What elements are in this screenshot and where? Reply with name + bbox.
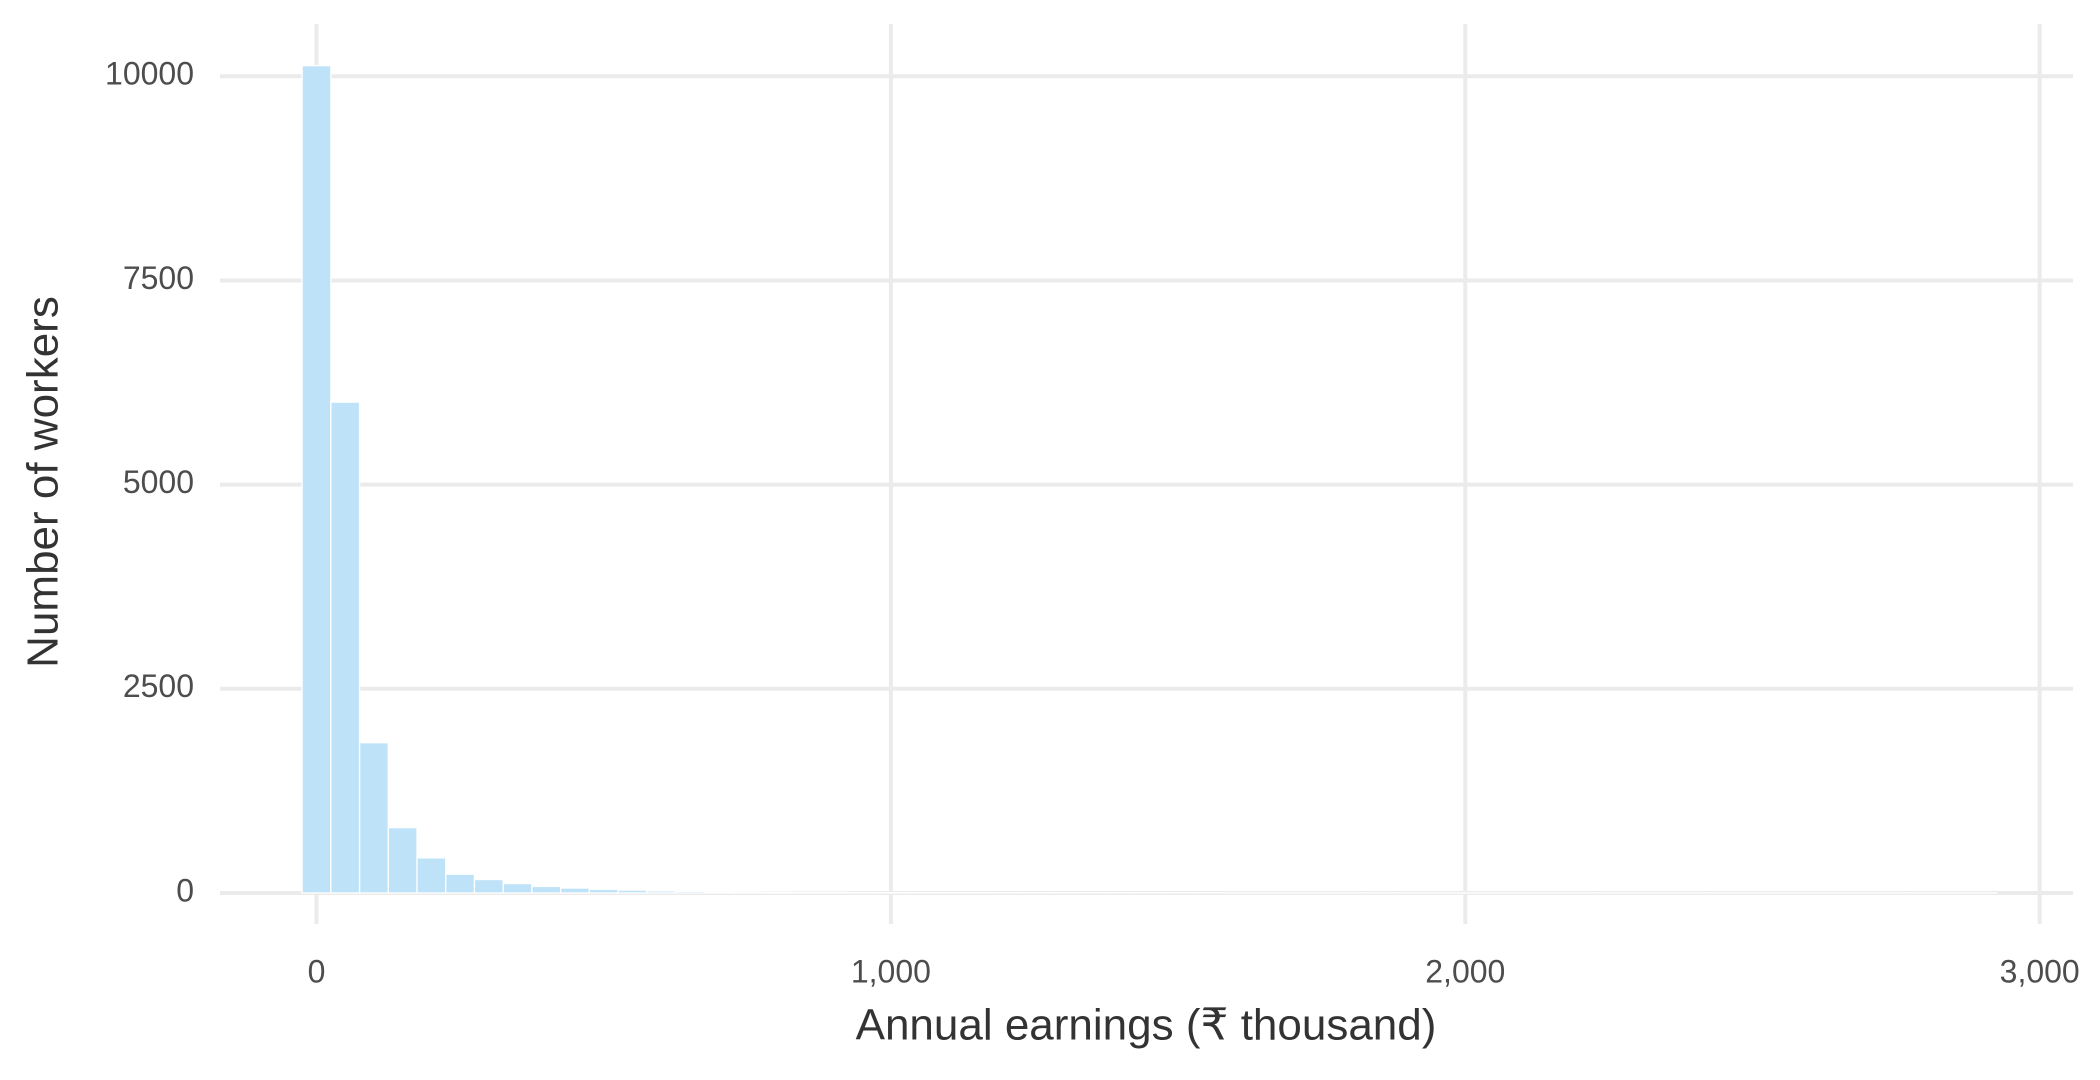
bar <box>358 742 389 894</box>
bar <box>387 826 418 894</box>
bar <box>531 885 562 894</box>
bar <box>617 889 648 894</box>
y-tick-label: 0 <box>176 872 194 908</box>
bar <box>330 401 361 894</box>
x-tick-label: 2,000 <box>1425 953 1505 989</box>
bar <box>789 891 820 894</box>
bar <box>646 890 677 894</box>
bar <box>445 873 476 894</box>
y-axis-title: Number of workers <box>19 296 68 668</box>
bar <box>818 891 849 894</box>
y-tick-label: 7500 <box>123 260 194 296</box>
bar <box>732 891 763 894</box>
x-tick-label: 0 <box>308 953 326 989</box>
bar <box>473 878 504 894</box>
bar <box>502 882 533 894</box>
y-tick-label: 10000 <box>105 56 194 92</box>
bar <box>559 887 590 894</box>
y-tick-label: 5000 <box>123 464 194 500</box>
bar <box>416 857 447 894</box>
bar <box>301 65 332 894</box>
bar <box>761 891 792 894</box>
y-tick-label: 2500 <box>123 668 194 704</box>
x-axis-title: Annual earnings (₹ thousand) <box>856 1001 1437 1050</box>
bar <box>588 888 619 894</box>
x-tick-label: 1,000 <box>851 953 931 989</box>
bar <box>703 891 734 894</box>
bar <box>674 890 705 894</box>
x-tick-label: 3,000 <box>2000 953 2080 989</box>
